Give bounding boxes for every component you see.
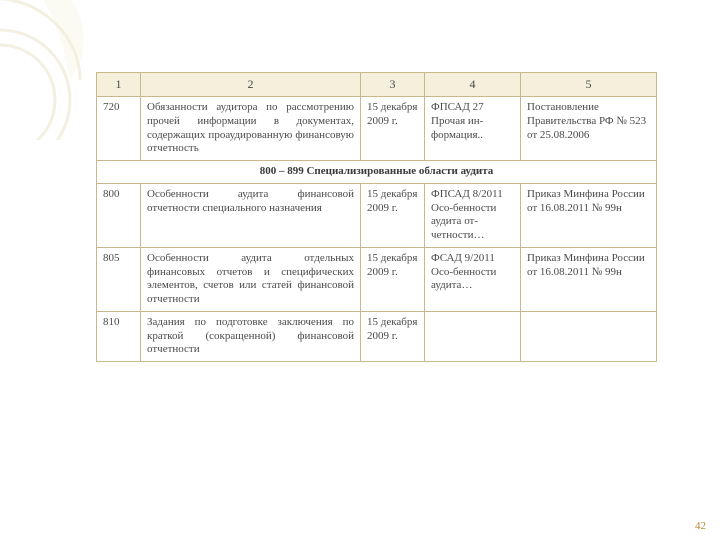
table-header-row: 1 2 3 4 5 [97,73,657,97]
cell-col2: Особенности аудита отдельных финансовых … [141,247,361,311]
cell-col2: Обязанности аудитора по рассмотрению про… [141,97,361,161]
table-body: 720Обязанности аудитора по рассмотрению … [97,97,657,362]
page-number: 42 [695,520,706,532]
cell-col3: 15 декабря 2009 г. [361,247,425,311]
cell-col4: ФПСАД 27 Прочая ин-формация.. [425,97,521,161]
cell-col1: 805 [97,247,141,311]
col-header-1: 1 [97,73,141,97]
cell-col3: 15 декабря 2009 г. [361,311,425,361]
cell-col5: Постановление Правительства РФ № 523 от … [521,97,657,161]
cell-col5: Приказ Минфина России от 16.08.2011 № 99… [521,183,657,247]
table-row: 810Задания по подготовке заключения по к… [97,311,657,361]
cell-col3: 15 декабря 2009 г. [361,183,425,247]
standards-table: 1 2 3 4 5 720Обязанности аудитора по рас… [96,72,657,362]
table-row: 800 – 899 Специализированные области ауд… [97,161,657,184]
cell-col3: 15 декабря 2009 г. [361,97,425,161]
table-row: 805Особенности аудита отдельных финансов… [97,247,657,311]
table-row: 800Особенности аудита финансовой отчетно… [97,183,657,247]
cell-col4: ФПСАД 8/2011 Осо-бенности аудита от-четн… [425,183,521,247]
cell-col2: Задания по подготовке заключения по крат… [141,311,361,361]
col-header-3: 3 [361,73,425,97]
cell-col4 [425,311,521,361]
col-header-2: 2 [141,73,361,97]
cell-col5 [521,311,657,361]
cell-col1: 720 [97,97,141,161]
table-row: 720Обязанности аудитора по рассмотрению … [97,97,657,161]
cell-col2: Особенности аудита финансовой отчетности… [141,183,361,247]
cell-col1: 800 [97,183,141,247]
cell-col5: Приказ Минфина России от 16.08.2011 № 99… [521,247,657,311]
col-header-4: 4 [425,73,521,97]
content-area: 1 2 3 4 5 720Обязанности аудитора по рас… [96,72,656,362]
section-header: 800 – 899 Специализированные области ауд… [97,161,657,184]
col-header-5: 5 [521,73,657,97]
cell-col1: 810 [97,311,141,361]
cell-col4: ФСАД 9/2011 Осо-бенности аудита… [425,247,521,311]
